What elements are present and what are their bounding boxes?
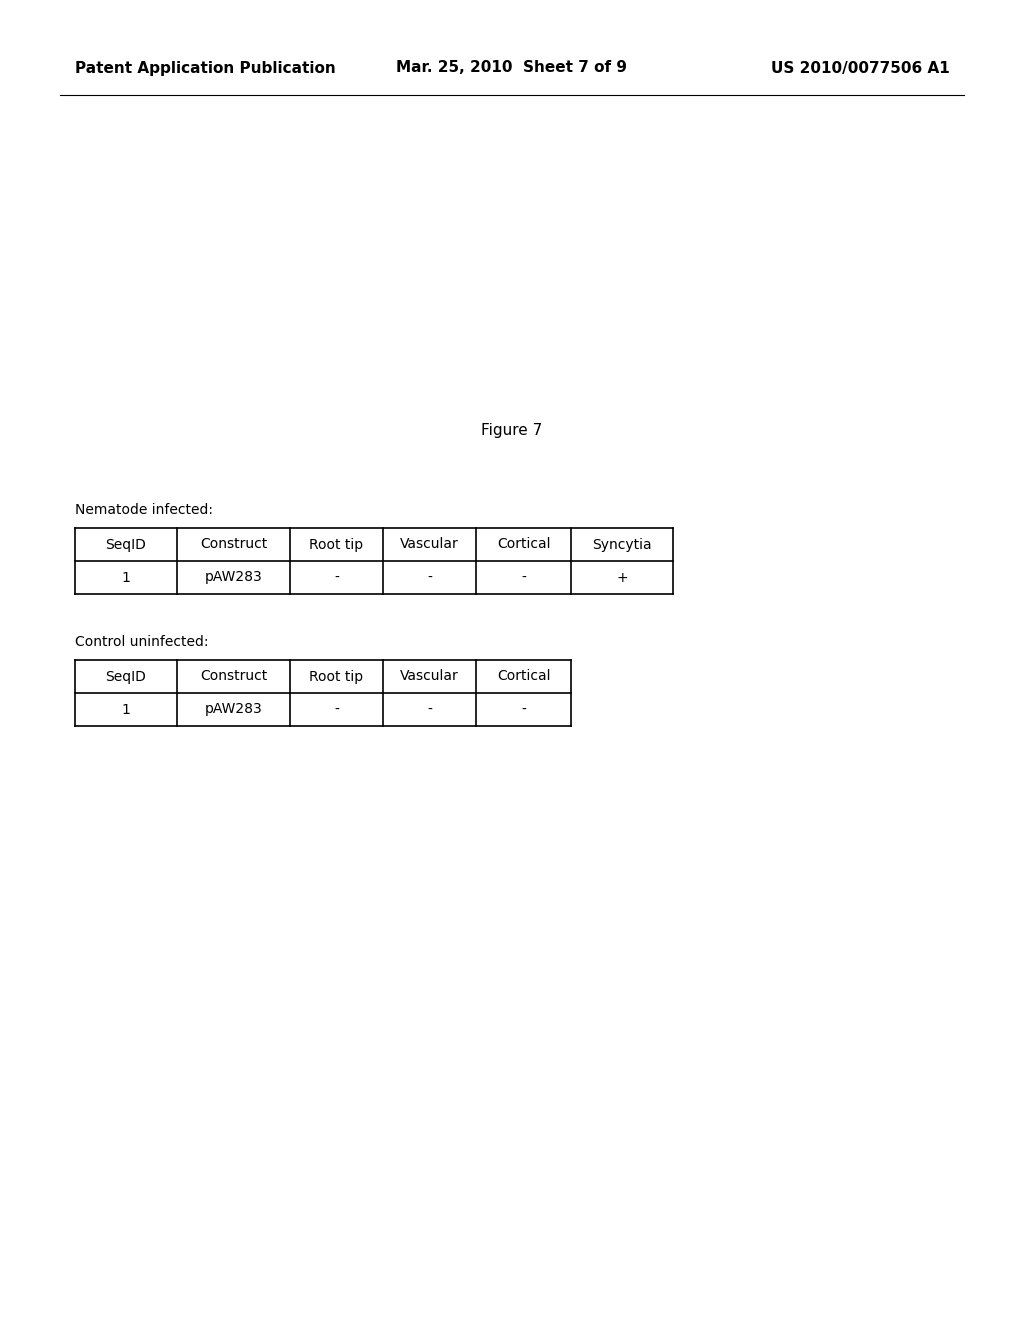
Text: -: - (427, 570, 432, 585)
Text: pAW283: pAW283 (205, 570, 262, 585)
Text: Vascular: Vascular (400, 537, 459, 552)
Text: Construct: Construct (200, 669, 267, 684)
Text: Patent Application Publication: Patent Application Publication (75, 61, 336, 75)
Text: Figure 7: Figure 7 (481, 422, 543, 437)
Text: -: - (521, 570, 526, 585)
Text: pAW283: pAW283 (205, 702, 262, 717)
Text: Cortical: Cortical (497, 669, 550, 684)
Text: Nematode infected:: Nematode infected: (75, 503, 213, 517)
Text: +: + (616, 570, 628, 585)
Text: 1: 1 (122, 702, 130, 717)
Text: -: - (334, 702, 339, 717)
Text: Syncytia: Syncytia (592, 537, 652, 552)
Text: SeqID: SeqID (105, 537, 146, 552)
Text: Vascular: Vascular (400, 669, 459, 684)
Text: Root tip: Root tip (309, 537, 364, 552)
Text: Mar. 25, 2010  Sheet 7 of 9: Mar. 25, 2010 Sheet 7 of 9 (396, 61, 628, 75)
Text: -: - (521, 702, 526, 717)
Text: Root tip: Root tip (309, 669, 364, 684)
Text: Cortical: Cortical (497, 537, 550, 552)
Text: -: - (427, 702, 432, 717)
Text: 1: 1 (122, 570, 130, 585)
Text: US 2010/0077506 A1: US 2010/0077506 A1 (771, 61, 950, 75)
Text: Control uninfected:: Control uninfected: (75, 635, 209, 649)
Text: -: - (334, 570, 339, 585)
Text: Construct: Construct (200, 537, 267, 552)
Text: SeqID: SeqID (105, 669, 146, 684)
